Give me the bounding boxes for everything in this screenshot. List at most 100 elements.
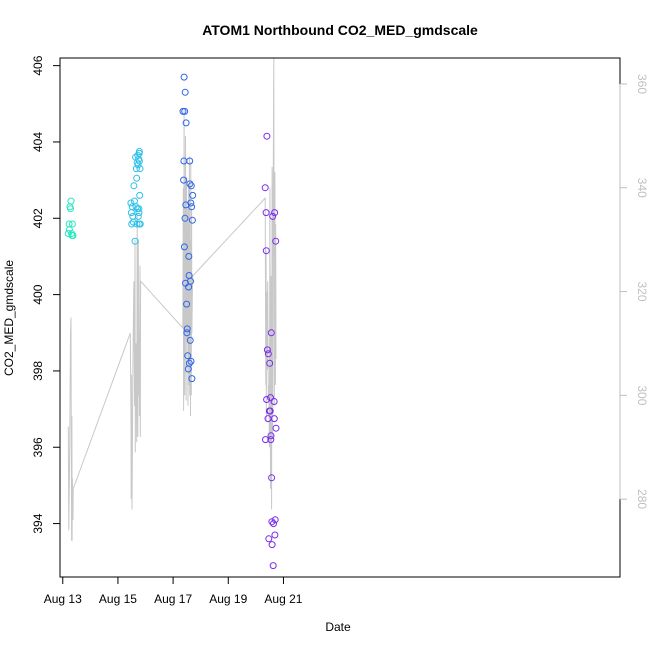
data-point-session-3 [182,119,190,127]
data-point-session-4 [267,394,274,402]
y-axis-right: 280 300 320 340 360 [619,74,649,509]
data-point-session-4 [268,474,276,482]
data-point-session-3 [183,300,191,308]
y-axis-left: 394 396 398 400 402 404 406 [31,55,61,534]
data-point-session-2 [135,205,143,213]
data-point-session-4 [265,535,273,543]
data-point-session-4 [268,541,276,549]
data-point-session-3 [188,216,196,224]
data-point-session-3 [186,180,194,188]
data-point-session-1 [68,220,76,228]
data-point-session-3 [180,73,188,81]
data-point-session-4 [263,396,271,403]
y-tick-label: 402 [31,208,45,228]
data-point-session-3 [188,375,196,383]
data-point-session-2 [130,182,138,190]
y-tick-label: 394 [31,513,45,533]
x-tick-label: Aug 17 [154,592,192,606]
data-point-session-2 [131,237,139,245]
data-point-session-3 [185,252,193,260]
data-point-session-4 [269,212,277,220]
data-point-session-4 [271,516,279,524]
data-point-session-4 [262,436,269,444]
data-point-session-4 [270,415,278,423]
data-point-session-2 [136,191,144,199]
secondary-line-layer [67,57,277,541]
data-point-session-4 [272,237,280,245]
data-point-session-4 [267,432,275,440]
data-point-session-3 [181,214,189,222]
data-point-session-4 [270,398,278,405]
y-axis-label: CO2_MED_gmdscale [2,260,16,376]
data-point-session-3 [181,88,189,96]
x-tick-label: Aug 21 [264,592,302,606]
data-point-session-4 [261,184,269,192]
x-tick-label: Aug 15 [99,592,137,606]
chart-title: ATOM1 Northbound CO2_MED_gmdscale [202,22,478,38]
data-point-session-3 [188,203,196,211]
data-point-session-2 [127,199,135,207]
data-point-session-4 [270,520,277,528]
data-point-session-3 [183,325,191,333]
data-point-session-3 [186,157,194,165]
y2-tick-label: 340 [635,178,649,198]
y2-tick-label: 280 [635,489,649,509]
data-point-session-4 [263,132,271,140]
points-layer [64,73,280,570]
y2-tick-label: 300 [635,385,649,405]
data-point-session-3 [187,357,195,365]
y2-tick-label: 360 [635,74,649,94]
plot-frame [59,57,621,578]
data-point-session-2 [133,174,141,182]
y-tick-label: 400 [31,284,45,304]
data-point-session-4 [266,407,274,415]
data-point-session-3 [187,199,195,207]
data-point-session-4 [262,247,270,255]
data-point-session-2 [135,149,143,157]
data-point-session-2 [136,220,144,228]
data-point-session-3 [187,182,195,190]
data-point-session-4 [266,359,274,367]
y2-tick-label: 320 [635,281,649,301]
data-point-session-3 [180,243,188,251]
y-tick-label: 404 [31,132,45,152]
data-point-session-2 [131,197,138,205]
data-point-session-1 [69,232,77,239]
data-point-session-4 [262,209,270,217]
data-point-session-1 [67,197,75,205]
data-point-session-4 [271,209,279,217]
data-point-session-2 [127,209,135,217]
data-point-session-3 [186,336,194,344]
data-point-session-4 [267,329,275,337]
y-tick-label: 398 [31,361,45,381]
data-point-session-3 [185,359,193,367]
data-point-session-3 [180,176,188,184]
data-point-session-1 [65,226,73,234]
y-tick-label: 406 [31,55,45,75]
data-point-session-3 [183,329,191,337]
data-point-session-2 [133,220,141,228]
data-point-session-3 [189,191,197,199]
data-point-session-4 [263,346,271,354]
data-point-session-1 [67,205,74,213]
data-point-session-4 [272,424,280,432]
data-point-session-2 [135,157,143,165]
data-point-session-4 [271,531,279,539]
x-axis-label: Date [325,620,351,634]
data-point-session-3 [184,352,192,360]
secondary-trace-line [67,57,277,541]
data-point-session-2 [135,209,143,217]
data-point-session-2 [134,212,142,220]
data-point-session-4 [269,562,277,570]
data-point-session-3 [187,277,194,285]
data-point-session-4 [264,350,272,358]
x-tick-label: Aug 13 [44,592,82,606]
x-axis: Aug 13 Aug 15 Aug 17 Aug 19 Aug 21 [44,576,303,606]
data-point-session-2 [136,165,144,173]
data-point-session-3 [181,107,189,115]
x-tick-label: Aug 19 [209,592,247,606]
data-point-session-1 [64,230,72,237]
data-point-session-2 [128,220,136,228]
data-point-session-4 [267,436,275,444]
